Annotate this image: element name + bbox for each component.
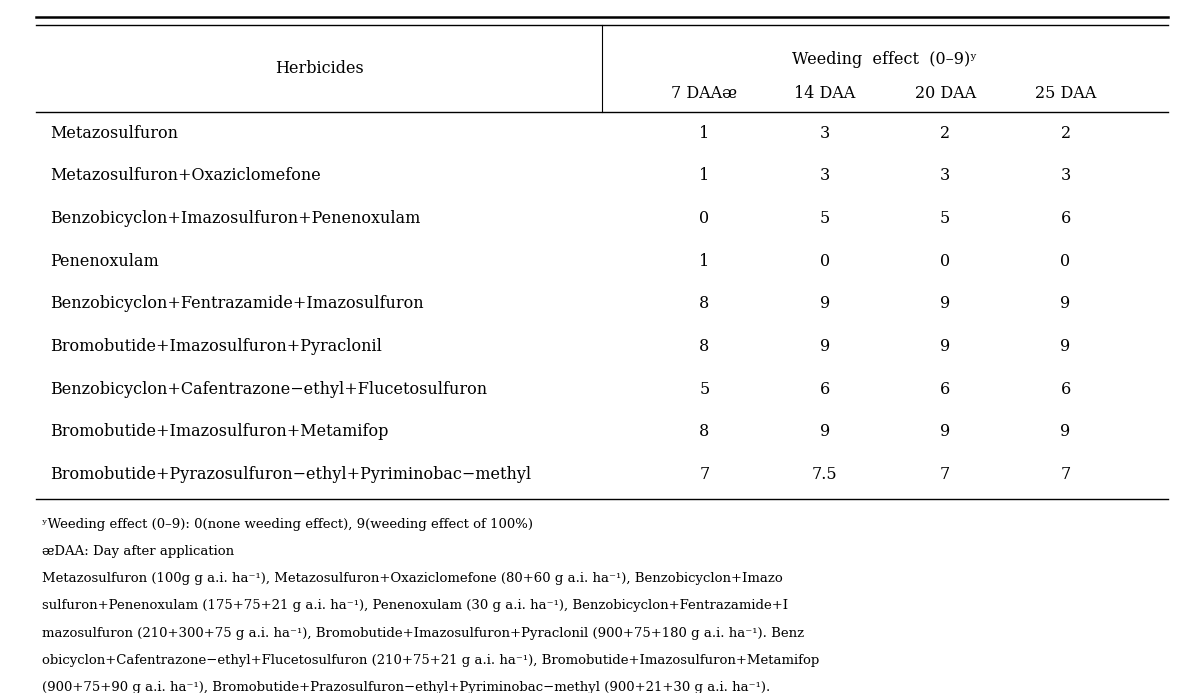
Text: 20 DAA: 20 DAA — [915, 85, 975, 102]
Text: 3: 3 — [940, 167, 950, 184]
Text: Benzobicyclon+Cafentrazone−ethyl+Flucetosulfuron: Benzobicyclon+Cafentrazone−ethyl+Fluceto… — [51, 380, 488, 398]
Text: 9: 9 — [940, 338, 950, 355]
Text: 1: 1 — [700, 167, 709, 184]
Text: 2: 2 — [940, 125, 950, 141]
Text: 0: 0 — [1061, 253, 1070, 270]
Text: 8: 8 — [700, 423, 709, 440]
Text: Metazosulfuron (100g g a.i. ha⁻¹), Metazosulfuron+Oxaziclomefone (80+60 g a.i. h: Metazosulfuron (100g g a.i. ha⁻¹), Metaz… — [42, 572, 783, 586]
Text: 5: 5 — [700, 380, 709, 398]
Text: 8: 8 — [700, 295, 709, 313]
Text: 9: 9 — [1061, 338, 1070, 355]
Text: (900+75+90 g a.i. ha⁻¹), Bromobutide+Prazosulfuron−ethyl+Pyriminobac−methyl (900: (900+75+90 g a.i. ha⁻¹), Bromobutide+Pra… — [42, 681, 771, 693]
Text: Benzobicyclon+Fentrazamide+Imazosulfuron: Benzobicyclon+Fentrazamide+Imazosulfuron — [51, 295, 424, 313]
Text: ʸWeeding effect (0–9): 0(none weeding effect), 9(weeding effect of 100%): ʸWeeding effect (0–9): 0(none weeding ef… — [42, 518, 533, 531]
Text: Weeding  effect  (0–9)ʸ: Weeding effect (0–9)ʸ — [792, 51, 978, 68]
Text: 9: 9 — [820, 338, 830, 355]
Text: Penenoxulam: Penenoxulam — [51, 253, 159, 270]
Text: 9: 9 — [820, 423, 830, 440]
Text: 6: 6 — [1061, 210, 1070, 227]
Text: 14 DAA: 14 DAA — [795, 85, 855, 102]
Text: 0: 0 — [820, 253, 830, 270]
Text: 7: 7 — [1061, 466, 1070, 483]
Text: 8: 8 — [700, 338, 709, 355]
Text: mazosulfuron (210+300+75 g a.i. ha⁻¹), Bromobutide+Imazosulfuron+Pyraclonil (900: mazosulfuron (210+300+75 g a.i. ha⁻¹), B… — [42, 626, 804, 640]
Text: 7: 7 — [940, 466, 950, 483]
Text: Metazosulfuron+Oxaziclomefone: Metazosulfuron+Oxaziclomefone — [51, 167, 321, 184]
Text: ᴂDAA: Day after application: ᴂDAA: Day after application — [42, 545, 235, 559]
Text: 7 DAAᴂ: 7 DAAᴂ — [672, 85, 737, 102]
Text: 0: 0 — [940, 253, 950, 270]
Text: Bromobutide+Imazosulfuron+Pyraclonil: Bromobutide+Imazosulfuron+Pyraclonil — [51, 338, 383, 355]
Text: 25 DAA: 25 DAA — [1035, 85, 1096, 102]
Text: 9: 9 — [1061, 423, 1070, 440]
Text: 6: 6 — [940, 380, 950, 398]
Text: 1: 1 — [700, 125, 709, 141]
Text: 6: 6 — [820, 380, 830, 398]
Text: 5: 5 — [820, 210, 830, 227]
Text: 9: 9 — [940, 423, 950, 440]
Text: 7: 7 — [700, 466, 709, 483]
Text: 9: 9 — [1061, 295, 1070, 313]
Text: 2: 2 — [1061, 125, 1070, 141]
Text: 7.5: 7.5 — [811, 466, 838, 483]
Text: obicyclon+Cafentrazone−ethyl+Flucetosulfuron (210+75+21 g a.i. ha⁻¹), Bromobutid: obicyclon+Cafentrazone−ethyl+Flucetosulf… — [42, 653, 820, 667]
Text: 3: 3 — [820, 125, 830, 141]
Text: 0: 0 — [700, 210, 709, 227]
Text: Bromobutide+Imazosulfuron+Metamifop: Bromobutide+Imazosulfuron+Metamifop — [51, 423, 389, 440]
Text: Bromobutide+Pyrazosulfuron−ethyl+Pyriminobac−methyl: Bromobutide+Pyrazosulfuron−ethyl+Pyrimin… — [51, 466, 532, 483]
Text: 3: 3 — [820, 167, 830, 184]
Text: 5: 5 — [940, 210, 950, 227]
Text: 3: 3 — [1061, 167, 1070, 184]
Text: sulfuron+Penenoxulam (175+75+21 g a.i. ha⁻¹), Penenoxulam (30 g a.i. ha⁻¹), Benz: sulfuron+Penenoxulam (175+75+21 g a.i. h… — [42, 599, 789, 613]
Text: Benzobicyclon+Imazosulfuron+Penenoxulam: Benzobicyclon+Imazosulfuron+Penenoxulam — [51, 210, 421, 227]
Text: 9: 9 — [940, 295, 950, 313]
Text: Metazosulfuron: Metazosulfuron — [51, 125, 178, 141]
Text: 1: 1 — [700, 253, 709, 270]
Text: 9: 9 — [820, 295, 830, 313]
Text: 6: 6 — [1061, 380, 1070, 398]
Text: Herbicides: Herbicides — [275, 60, 364, 77]
